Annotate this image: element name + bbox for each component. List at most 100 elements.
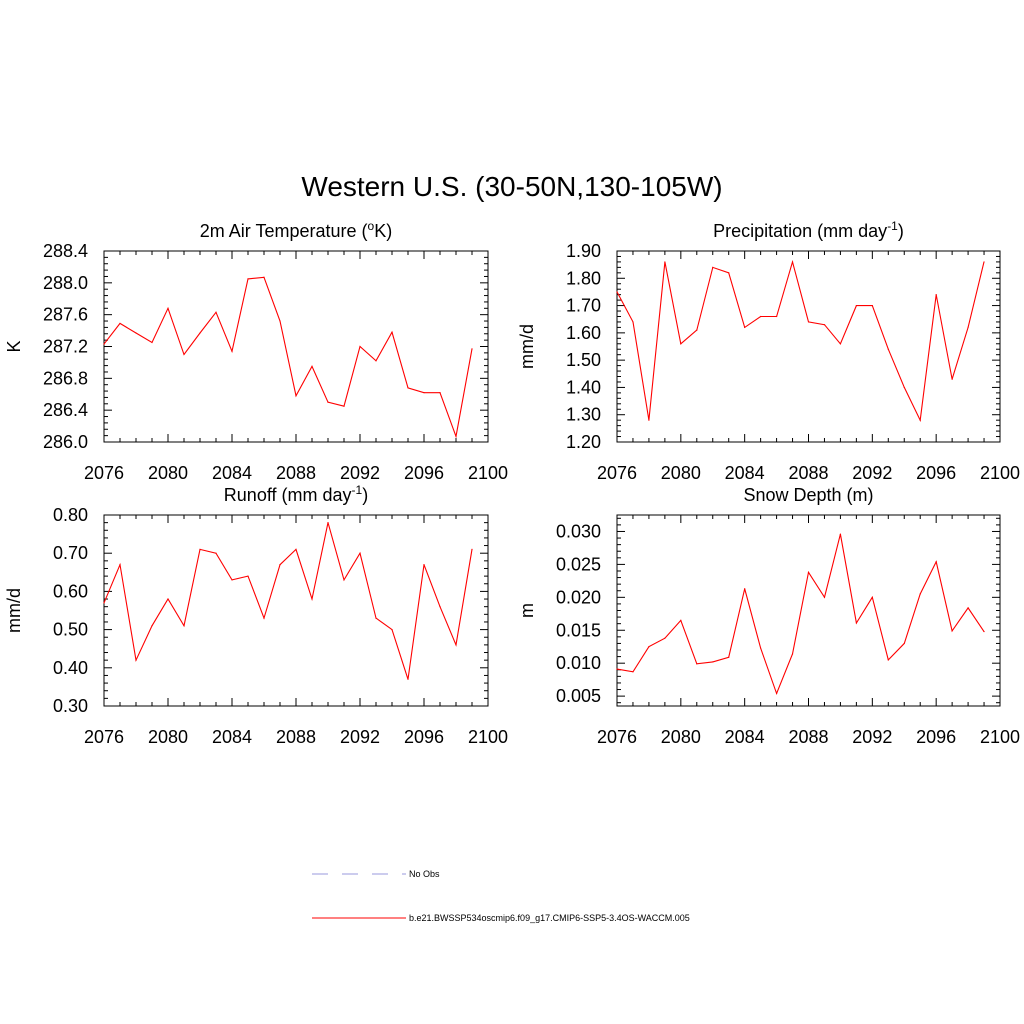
data-point <box>728 272 730 274</box>
panel-title-text: 2m Air Temperature ( <box>200 221 368 241</box>
data-point <box>903 386 905 389</box>
data-point <box>263 276 265 278</box>
data-point <box>391 629 393 631</box>
y-tick-label: 286.4 <box>43 400 88 420</box>
x-tick-label: 2100 <box>468 727 508 747</box>
x-tick-label: 2092 <box>340 727 380 747</box>
data-point <box>807 321 810 323</box>
figure-title: Western U.S. (30-50N,130-105W) <box>301 171 722 202</box>
panel-3: Runoff (mm day-1) mm/d 2076 2080 2084 2088 209… <box>4 483 508 747</box>
data-point <box>455 644 457 646</box>
panels: 2m Air Temperature (oK) K 2076 2080 2084 2088… <box>4 219 1020 747</box>
data-point <box>295 395 297 397</box>
data-point <box>119 322 121 325</box>
series-line <box>616 533 985 696</box>
y-tick-label: 0.60 <box>53 581 88 601</box>
data-point <box>855 622 857 624</box>
panel-title: 2m Air Temperature (oK) <box>200 219 392 241</box>
data-point <box>359 345 361 348</box>
x-tick-label: 2084 <box>212 727 252 747</box>
data-point <box>919 419 921 421</box>
data-point <box>648 419 650 421</box>
series-line <box>616 259 985 423</box>
x-tick-label: 2096 <box>404 463 444 483</box>
x-tick-label: 2076 <box>597 727 637 747</box>
data-point <box>215 311 217 313</box>
data-point <box>167 598 169 600</box>
panel-title: Runoff (mm day-1) <box>224 483 368 505</box>
data-point <box>327 522 329 524</box>
x-tick-label: 2088 <box>276 727 316 747</box>
x-tick-label: 2096 <box>404 727 444 747</box>
data-point <box>327 401 329 403</box>
data-point <box>728 656 730 658</box>
data-point <box>231 579 233 581</box>
data-point <box>712 661 714 663</box>
data-point <box>391 331 393 333</box>
data-point <box>839 343 842 345</box>
y-tick-label: 1.80 <box>566 268 601 288</box>
data-point <box>983 630 985 633</box>
data-point <box>407 678 409 680</box>
data-point <box>103 343 105 345</box>
x-tick-label: 2096 <box>916 463 956 483</box>
panel-title-sup: o <box>368 219 375 233</box>
x-tick-label: 2092 <box>340 463 380 483</box>
panel-1: 2m Air Temperature (oK) K 2076 2080 2084 2088… <box>4 219 508 483</box>
x-tick-label: 2080 <box>661 463 701 483</box>
panel-title-tail: K) <box>374 221 392 241</box>
x-tick-label: 2080 <box>148 463 188 483</box>
data-point <box>167 307 169 309</box>
data-point <box>680 343 682 345</box>
data-point <box>279 564 281 566</box>
panel-title-text: Snow Depth (m) <box>743 485 873 505</box>
panel-4: Snow Depth (m) m 2076 2080 2084 2088 2092 2096 2… <box>517 485 1020 747</box>
data-point <box>215 552 217 554</box>
data-point <box>839 533 842 535</box>
x-tick-label: 2092 <box>852 463 892 483</box>
data-point <box>247 278 249 280</box>
data-point <box>375 360 377 362</box>
data-point <box>967 326 969 328</box>
y-tick-label: 0.030 <box>556 521 601 541</box>
y-tick-label: 286.8 <box>43 368 88 388</box>
data-point <box>664 637 666 639</box>
y-tick-label: 1.90 <box>566 241 601 261</box>
y-axis-label: K <box>4 340 24 352</box>
data-point <box>871 596 873 598</box>
data-point <box>119 564 121 566</box>
series-line <box>103 522 473 680</box>
x-tick-label: 2100 <box>980 463 1020 483</box>
data-point <box>311 365 313 367</box>
data-point <box>664 261 666 263</box>
panel-title-text: Runoff (mm day <box>224 485 352 505</box>
data-point <box>279 320 281 322</box>
data-point <box>791 261 794 263</box>
y-tick-label: 0.80 <box>53 505 88 525</box>
x-tick-label: 2100 <box>980 727 1020 747</box>
x-tick-label: 2076 <box>84 463 124 483</box>
x-tick-label: 2080 <box>661 727 701 747</box>
data-point <box>183 625 185 627</box>
data-point <box>919 593 921 595</box>
x-tick-label: 2100 <box>468 463 508 483</box>
data-point <box>471 348 473 350</box>
data-point <box>760 315 762 318</box>
y-tick-label: 288.4 <box>43 241 88 261</box>
x-tick-label: 2080 <box>148 727 188 747</box>
panel-title-tail: ) <box>898 221 904 241</box>
data-point <box>887 348 889 350</box>
panel-title: Snow Depth (m) <box>743 485 873 505</box>
data-point <box>199 548 201 550</box>
data-point <box>103 602 105 604</box>
data-point <box>311 598 313 600</box>
y-axis-label: m <box>517 603 537 618</box>
data-point <box>295 548 297 550</box>
data-point <box>151 341 153 344</box>
panel-title: Precipitation (mm day-1) <box>713 219 904 241</box>
data-point <box>455 435 457 438</box>
data-point <box>744 588 746 590</box>
y-tick-label: 0.50 <box>53 620 88 640</box>
data-point <box>199 332 201 334</box>
data-point <box>967 607 969 609</box>
